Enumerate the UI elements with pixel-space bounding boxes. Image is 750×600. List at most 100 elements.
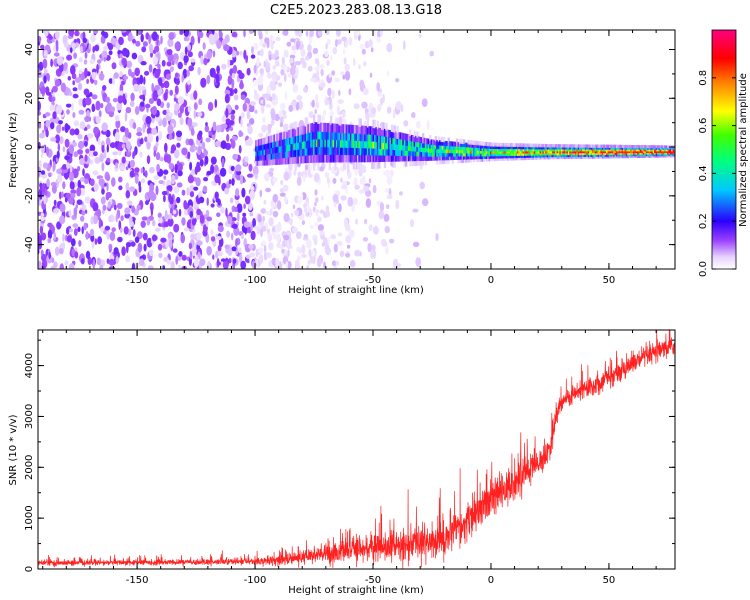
signal-cell [621, 148, 624, 152]
signal-cell [608, 146, 612, 150]
signal-cell [371, 160, 374, 170]
noise-cell [169, 213, 173, 220]
signal-cell [272, 146, 275, 154]
signal-cell [600, 148, 603, 152]
signal-cell [487, 147, 490, 152]
signal-cell [407, 154, 411, 162]
noise-cell [108, 78, 113, 84]
noise-cell [85, 97, 92, 106]
signal-cell [398, 148, 401, 156]
noise-cell [93, 126, 100, 135]
noise-cell [96, 63, 99, 74]
noise-cell [101, 144, 105, 153]
signal-cell [589, 148, 592, 152]
signal-cell [597, 146, 600, 150]
noise-cell [344, 70, 351, 81]
signal-cell [375, 133, 378, 142]
noise-cell [152, 219, 156, 227]
noise-cell [69, 47, 73, 53]
signal-cell [467, 158, 470, 163]
snr-x-axis-label: Height of straight line (km) [288, 585, 424, 596]
signal-cell [351, 132, 354, 141]
signal-cell [645, 151, 648, 155]
signal-cell [526, 154, 529, 158]
noise-cell [126, 200, 133, 206]
signal-cell [332, 131, 336, 140]
noise-cell [234, 104, 239, 110]
signal-cell [402, 143, 405, 151]
signal-cell [487, 154, 490, 159]
noise-cell [42, 162, 48, 169]
signal-cell [481, 144, 484, 149]
signal-cell [398, 132, 401, 140]
signal-cell [590, 153, 593, 157]
noise-cell [70, 189, 77, 195]
signal-cell [406, 134, 409, 141]
signal-cell [594, 148, 597, 152]
signal-cell [495, 147, 498, 152]
signal-cell [347, 160, 350, 170]
signal-cell [273, 151, 276, 160]
signal-cell [357, 146, 360, 156]
signal-cell [463, 148, 466, 154]
signal-cell [399, 154, 402, 162]
signal-cell [444, 140, 447, 146]
noise-cell [183, 55, 189, 64]
signal-cell [647, 153, 650, 157]
signal-cell [610, 151, 613, 155]
signal-cell [342, 131, 345, 141]
signal-cell [570, 153, 573, 158]
signal-cell [440, 151, 443, 157]
signal-cell [550, 146, 554, 150]
noise-cell [316, 69, 319, 80]
noise-cell [283, 66, 288, 72]
signal-cell [664, 151, 667, 155]
signal-cell [255, 140, 258, 147]
signal-cell [511, 143, 514, 147]
snr-y-axis-label: SNR (10 * v/v) [8, 414, 19, 485]
noise-cell [142, 41, 148, 47]
noise-cell [64, 138, 70, 148]
signal-cell [563, 153, 566, 158]
noise-cell [106, 182, 109, 192]
noise-cell [291, 45, 297, 51]
signal-cell [651, 148, 654, 152]
signal-cell [611, 153, 614, 157]
signal-cell [491, 145, 494, 149]
noise-cell [38, 36, 42, 42]
noise-cell [43, 30, 49, 37]
noise-cell [152, 92, 158, 102]
spectrogram-x-axis-label: Height of straight line (km) [288, 285, 424, 296]
noise-cell [311, 99, 315, 108]
signal-cell [456, 141, 459, 147]
noise-cell [285, 261, 289, 268]
noise-cell [215, 236, 222, 241]
signal-cell [550, 149, 554, 154]
signal-cell [451, 151, 454, 157]
signal-cell [355, 160, 358, 170]
signal-cell [405, 138, 408, 146]
signal-cell [383, 135, 387, 143]
signal-cell [358, 153, 361, 163]
signal-cell [310, 123, 313, 133]
signal-cell [412, 140, 415, 147]
signal-cell [450, 148, 453, 154]
signal-cell [423, 155, 426, 161]
noise-cell [231, 223, 238, 229]
noise-cell [276, 200, 282, 210]
noise-cell [38, 101, 41, 111]
noise-cell [334, 77, 340, 83]
signal-cell [524, 154, 527, 158]
signal-cell [583, 144, 586, 148]
signal-cell [274, 157, 278, 165]
signal-cell [376, 120, 379, 129]
noise-cell [113, 204, 117, 211]
signal-cell [334, 161, 337, 170]
noise-cell [74, 251, 79, 259]
noise-cell [85, 250, 91, 259]
signal-cell [334, 123, 337, 133]
signal-cell [325, 153, 328, 163]
noise-cell [135, 40, 141, 47]
noise-cell [175, 256, 179, 265]
noise-cell [314, 108, 318, 115]
